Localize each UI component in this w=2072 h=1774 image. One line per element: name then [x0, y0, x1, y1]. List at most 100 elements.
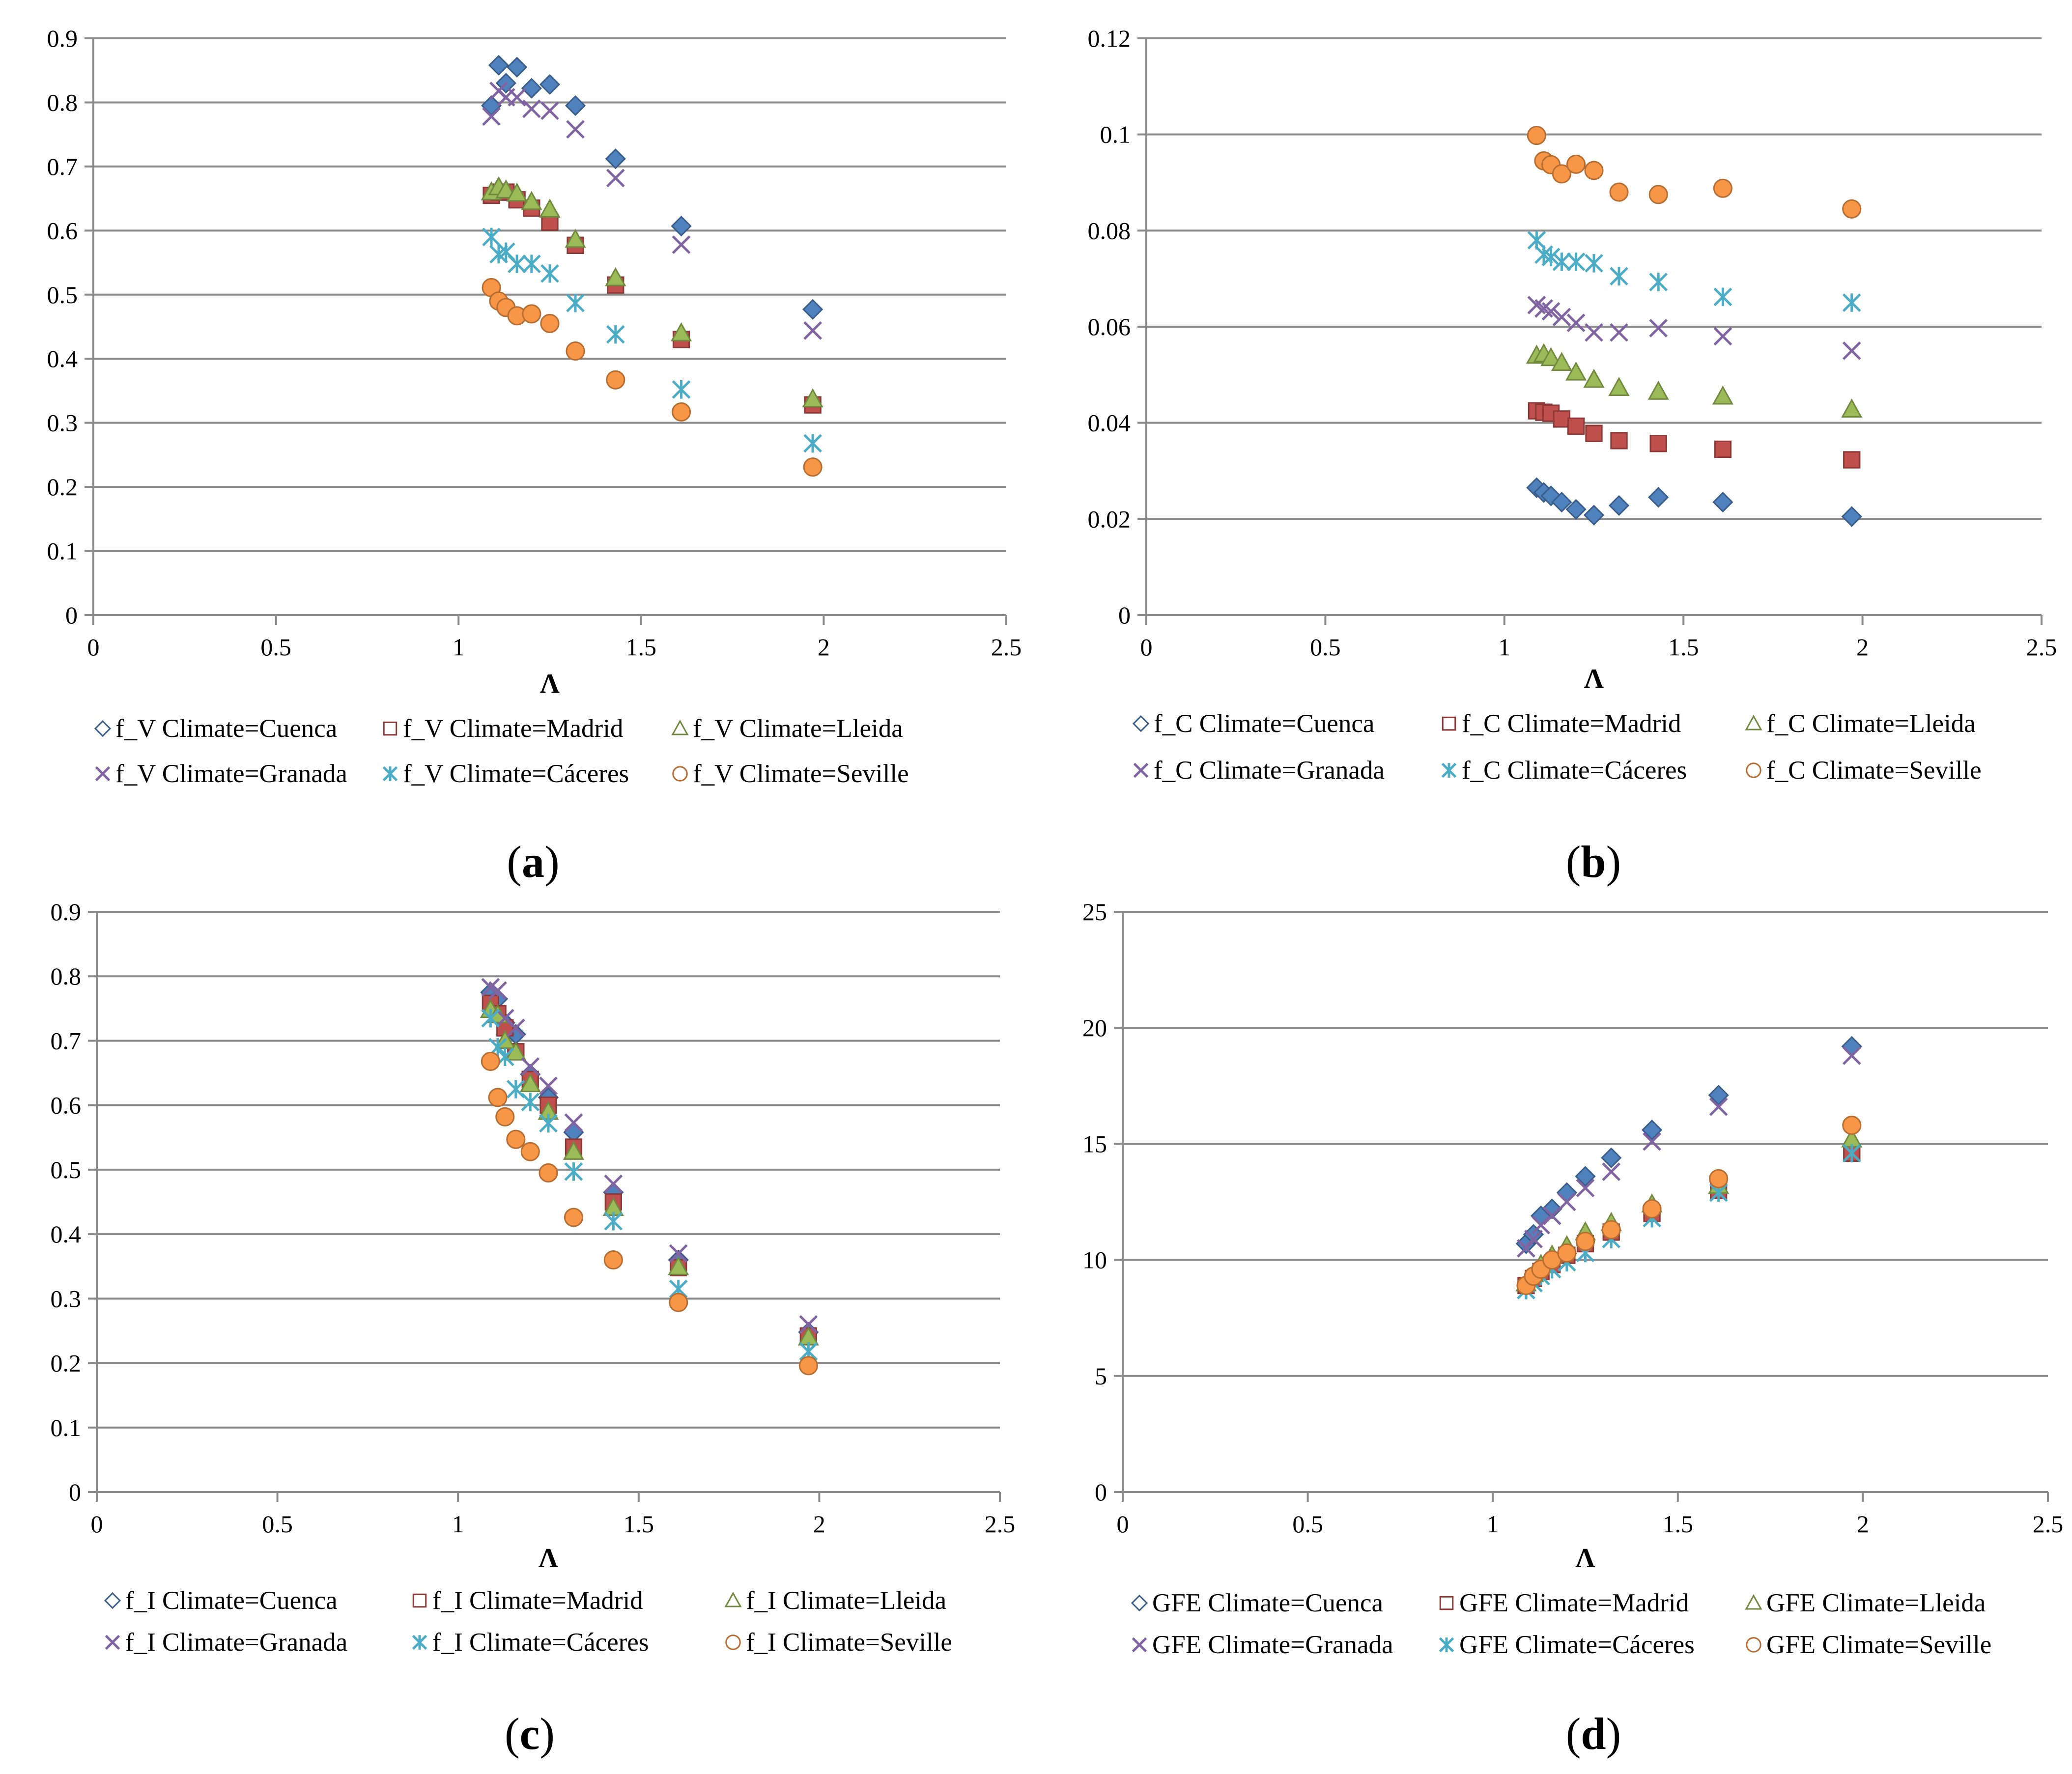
x-tick-label: 2	[813, 1510, 825, 1538]
data-point	[668, 1256, 689, 1275]
y-tick-label: 0.1	[51, 1414, 82, 1441]
data-point	[1552, 164, 1571, 184]
data-point	[1602, 1162, 1621, 1181]
x-axis-title: Λ	[1575, 1543, 1595, 1574]
cuenca-legend-icon	[94, 720, 112, 737]
legend-item: f_C Climate=Cuenca	[1132, 709, 1374, 738]
y-tick-label: 20	[1082, 1014, 1107, 1042]
y-tick-label: 0.1	[47, 537, 78, 565]
legend-item: f_C Climate=Madrid	[1442, 709, 1681, 738]
x-axis-title: Λ	[1584, 664, 1604, 694]
granada-legend-icon	[1133, 762, 1149, 778]
data-point	[508, 88, 526, 107]
y-tick-label: 0.4	[51, 1220, 82, 1248]
y-tick-label: 0.6	[51, 1092, 82, 1119]
data-point	[566, 293, 585, 312]
data-point	[672, 380, 691, 399]
data-point	[1841, 506, 1862, 527]
series-lleida	[480, 999, 819, 1346]
data-point	[1712, 385, 1733, 405]
series-seville	[1516, 1116, 1862, 1295]
series-seville	[481, 1051, 818, 1376]
data-point	[506, 56, 528, 78]
legend-item: f_V Climate=Granada	[95, 760, 347, 788]
legend-label: f_I Climate=Granada	[125, 1628, 347, 1657]
data-point	[1610, 432, 1628, 450]
x-tick-label: 0.5	[1310, 633, 1341, 661]
data-point	[1576, 1179, 1595, 1198]
lleida-legend-icon	[724, 1591, 742, 1607]
data-point	[1610, 323, 1628, 342]
data-point	[803, 434, 822, 453]
data-point	[605, 267, 626, 286]
data-point	[1842, 199, 1862, 219]
data-point	[1541, 248, 1561, 267]
data-point	[1841, 398, 1863, 418]
data-point	[1648, 185, 1668, 204]
legend-label: f_I Climate=Madrid	[432, 1586, 643, 1615]
panel-label: (a)	[507, 837, 559, 887]
y-tick-label: 0	[65, 601, 78, 629]
data-point	[522, 304, 541, 324]
cuenca-legend-icon	[104, 1592, 121, 1609]
legend-item: f_V Climate=Cuenca	[94, 714, 337, 743]
legend-item: f_I Climate=Granada	[105, 1628, 347, 1657]
y-tick-label: 15	[1082, 1130, 1107, 1157]
legend-item: f_I Climate=Cáceres	[412, 1628, 649, 1657]
legend-label: GFE Climate=Cáceres	[1459, 1631, 1695, 1659]
legend-item: GFE Climate=Seville	[1746, 1631, 1991, 1659]
data-point	[1842, 1144, 1861, 1163]
data-point	[564, 1208, 584, 1227]
x-tick-label: 1	[452, 1510, 464, 1538]
data-point	[539, 1076, 558, 1096]
data-point	[1541, 302, 1561, 321]
panel-d: 0 5 10 15 20 25 0 0.5 1 1.5 2 2.5 Λ GFE Climate=Cuenc…	[1082, 898, 2063, 1759]
y-tick-label: 0.3	[47, 409, 78, 437]
data-point	[1524, 1230, 1543, 1248]
data-point	[1641, 1119, 1663, 1141]
data-point	[1583, 505, 1605, 526]
legend-label: f_I Climate=Cáceres	[432, 1628, 649, 1657]
data-point	[520, 1142, 540, 1161]
data-point	[521, 78, 542, 99]
panel-label: (d)	[1566, 1709, 1621, 1759]
lleida-legend-icon	[671, 719, 689, 735]
data-point	[606, 370, 625, 390]
series-madrid	[1528, 402, 1861, 469]
data-point	[1842, 1116, 1862, 1135]
legend-label: GFE Climate=Granada	[1152, 1631, 1393, 1659]
panel-c: 0 0.1 0.2 0.3 0.4 0.5 0.6 0.7 0.8 0.9 0 0.5 1 1.5 2 2.5…	[51, 898, 1016, 1759]
data-point	[803, 321, 822, 340]
x-tick-label: 1.5	[624, 1510, 654, 1538]
data-point	[1843, 451, 1861, 469]
legend-item: f_I Climate=Madrid	[412, 1586, 643, 1615]
data-point	[1713, 178, 1732, 198]
data-point	[539, 198, 561, 218]
legend-label: f_I Climate=Cuenca	[125, 1586, 338, 1615]
data-point	[799, 1315, 818, 1334]
data-point	[672, 235, 691, 254]
x-tick-label: 1	[453, 633, 465, 661]
x-tick-label: 2	[1856, 633, 1869, 661]
data-point	[605, 148, 626, 169]
legend-item: GFE Climate=Cuenca	[1131, 1589, 1383, 1617]
madrid-legend-icon	[1439, 1596, 1454, 1610]
data-point	[1709, 1097, 1728, 1116]
data-point	[481, 1009, 500, 1028]
data-point	[481, 1051, 500, 1071]
data-point	[1517, 1239, 1535, 1258]
data-point	[1842, 293, 1861, 312]
data-point	[802, 299, 823, 320]
x-tick-label: 0	[87, 633, 100, 661]
data-point	[671, 322, 692, 341]
madrid-legend-icon	[412, 1593, 427, 1608]
data-point	[1842, 1046, 1861, 1065]
series-caceres	[1517, 1144, 1861, 1299]
y-tick-label: 0	[69, 1478, 81, 1506]
legend-item: f_V Climate=Madrid	[383, 714, 623, 743]
data-point	[1584, 161, 1604, 180]
x-tick-label: 2.5	[2033, 1510, 2064, 1538]
legend-item: f_I Climate=Lleida	[724, 1586, 946, 1615]
data-point	[1649, 435, 1667, 452]
